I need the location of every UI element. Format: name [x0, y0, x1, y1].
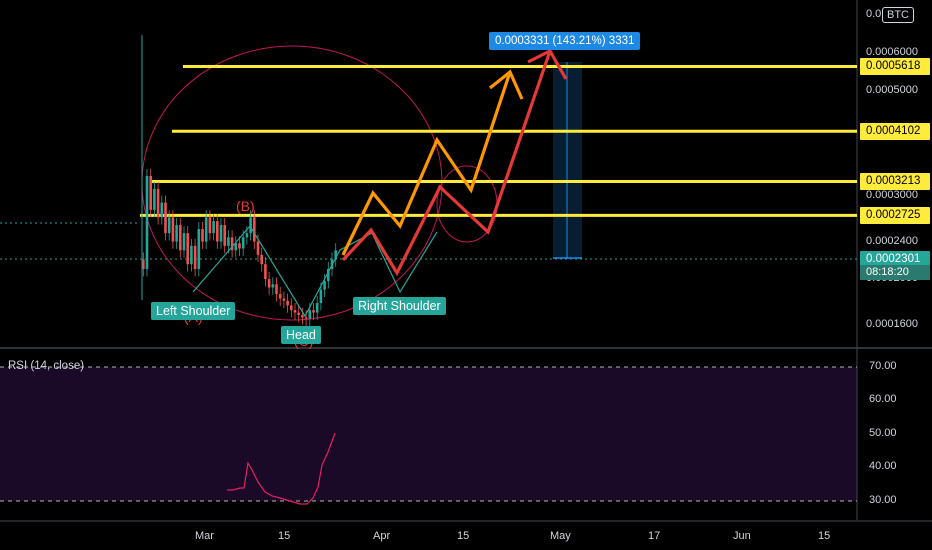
time-tick-label: 15 — [818, 530, 831, 542]
price-tick-label: 0.0006000 — [866, 46, 918, 58]
candle-body — [175, 225, 178, 242]
candle-body — [219, 225, 223, 242]
candle-body — [149, 176, 152, 210]
candle-body — [253, 217, 256, 242]
candle-body — [171, 217, 175, 242]
candle-body — [179, 225, 182, 251]
candle-body — [308, 310, 312, 319]
candle-body — [293, 310, 297, 313]
candle-body — [156, 188, 160, 218]
left-shoulder-label: Left Shoulder — [151, 302, 236, 320]
pattern-outline — [192, 224, 438, 318]
candle-body — [197, 229, 201, 270]
time-tick-label: Mar — [195, 530, 214, 542]
orange-arrowhead — [489, 69, 524, 100]
candle-body — [260, 254, 263, 265]
candle-body — [186, 233, 189, 265]
rsi-indicator-title[interactable]: RSI (14, close) — [8, 360, 85, 372]
candle-body — [164, 202, 167, 234]
candle-body — [334, 250, 337, 260]
price-tick-label: 0.0003000 — [866, 188, 918, 201]
rsi-line[interactable] — [227, 432, 336, 505]
candle-body — [301, 314, 304, 318]
candle-body — [145, 176, 149, 270]
time-tick-label: 17 — [648, 530, 661, 542]
candle-body — [241, 237, 245, 249]
candle-body — [304, 317, 308, 319]
rsi-tick-label: 70.00 — [869, 360, 897, 372]
candle-body — [282, 298, 286, 301]
rsi-tick-label: 60.00 — [869, 393, 897, 405]
candle-body — [223, 225, 226, 246]
level-price-tag: 0.0003213 — [860, 173, 930, 191]
candle-body — [193, 245, 197, 270]
time-tick-label: Apr — [373, 530, 391, 542]
candle-body — [212, 221, 215, 234]
candle-body — [238, 243, 241, 249]
price-tick-clipped: 0.0 — [866, 8, 882, 20]
candle-body — [286, 300, 289, 306]
time-tick-label: May — [550, 530, 571, 542]
price-tick-label: 0.0002400 — [866, 234, 918, 247]
candle-body — [227, 237, 230, 246]
price-tick-label: 0.0005000 — [866, 83, 918, 96]
current-price-tag: 0.0002301 — [860, 251, 930, 268]
candle-body — [208, 217, 212, 234]
candle-body — [216, 221, 219, 242]
rsi-tick-label: 40.00 — [869, 460, 897, 472]
candle-body — [264, 264, 267, 280]
candle-body — [182, 233, 186, 251]
level-lines — [140, 65, 857, 217]
rsi-tick-label: 50.00 — [869, 427, 897, 439]
price-pane[interactable] — [0, 0, 857, 346]
head-label: Head — [281, 326, 321, 344]
rsi-pane-band — [0, 367, 857, 501]
time-tick-label: Jun — [733, 530, 751, 542]
right-shoulder-label: Right Shoulder — [353, 297, 446, 315]
candle-body — [312, 310, 315, 313]
candle-body — [297, 312, 300, 315]
candle-body — [327, 269, 330, 282]
candle-body — [230, 237, 234, 251]
candle-body — [290, 305, 293, 311]
wave-label-b: (B) — [236, 198, 255, 214]
candle-body — [323, 281, 326, 290]
time-tick-label: 15 — [278, 530, 291, 542]
candle-body — [275, 284, 278, 295]
candle-body — [234, 243, 238, 251]
measure-label: 0.0003331 (143.21%) 3331 — [489, 32, 641, 50]
countdown-timer: 08:18:20 — [860, 265, 930, 280]
candles — [141, 35, 337, 326]
price-tick-label: 0.0001600 — [866, 318, 918, 330]
level-price-tag: 0.0004102 — [860, 122, 930, 140]
currency-badge[interactable]: BTC — [882, 7, 914, 23]
candle-body — [245, 233, 249, 238]
candle-body — [278, 294, 282, 299]
candle-body — [315, 303, 319, 313]
time-tick-label: 15 — [457, 530, 470, 542]
level-price-tag: 0.0005618 — [860, 58, 930, 76]
candle-body — [256, 241, 260, 255]
red-arrowhead — [527, 48, 568, 80]
rsi-tick-label: 30.00 — [869, 494, 897, 506]
candle-body — [249, 217, 252, 234]
candle-body — [153, 188, 156, 210]
red-projection-path[interactable] — [341, 50, 552, 277]
candle-body — [204, 217, 208, 242]
candle-body — [190, 245, 193, 265]
candle-body — [142, 259, 145, 270]
candle-body — [160, 202, 164, 218]
level-price-tag: 0.0002725 — [860, 206, 930, 224]
candle-body — [271, 284, 275, 288]
candle-body — [267, 279, 271, 288]
orange-projection-path[interactable] — [341, 71, 512, 256]
candle-body — [167, 217, 171, 234]
candle-body — [319, 289, 323, 304]
candle-body — [201, 229, 204, 242]
